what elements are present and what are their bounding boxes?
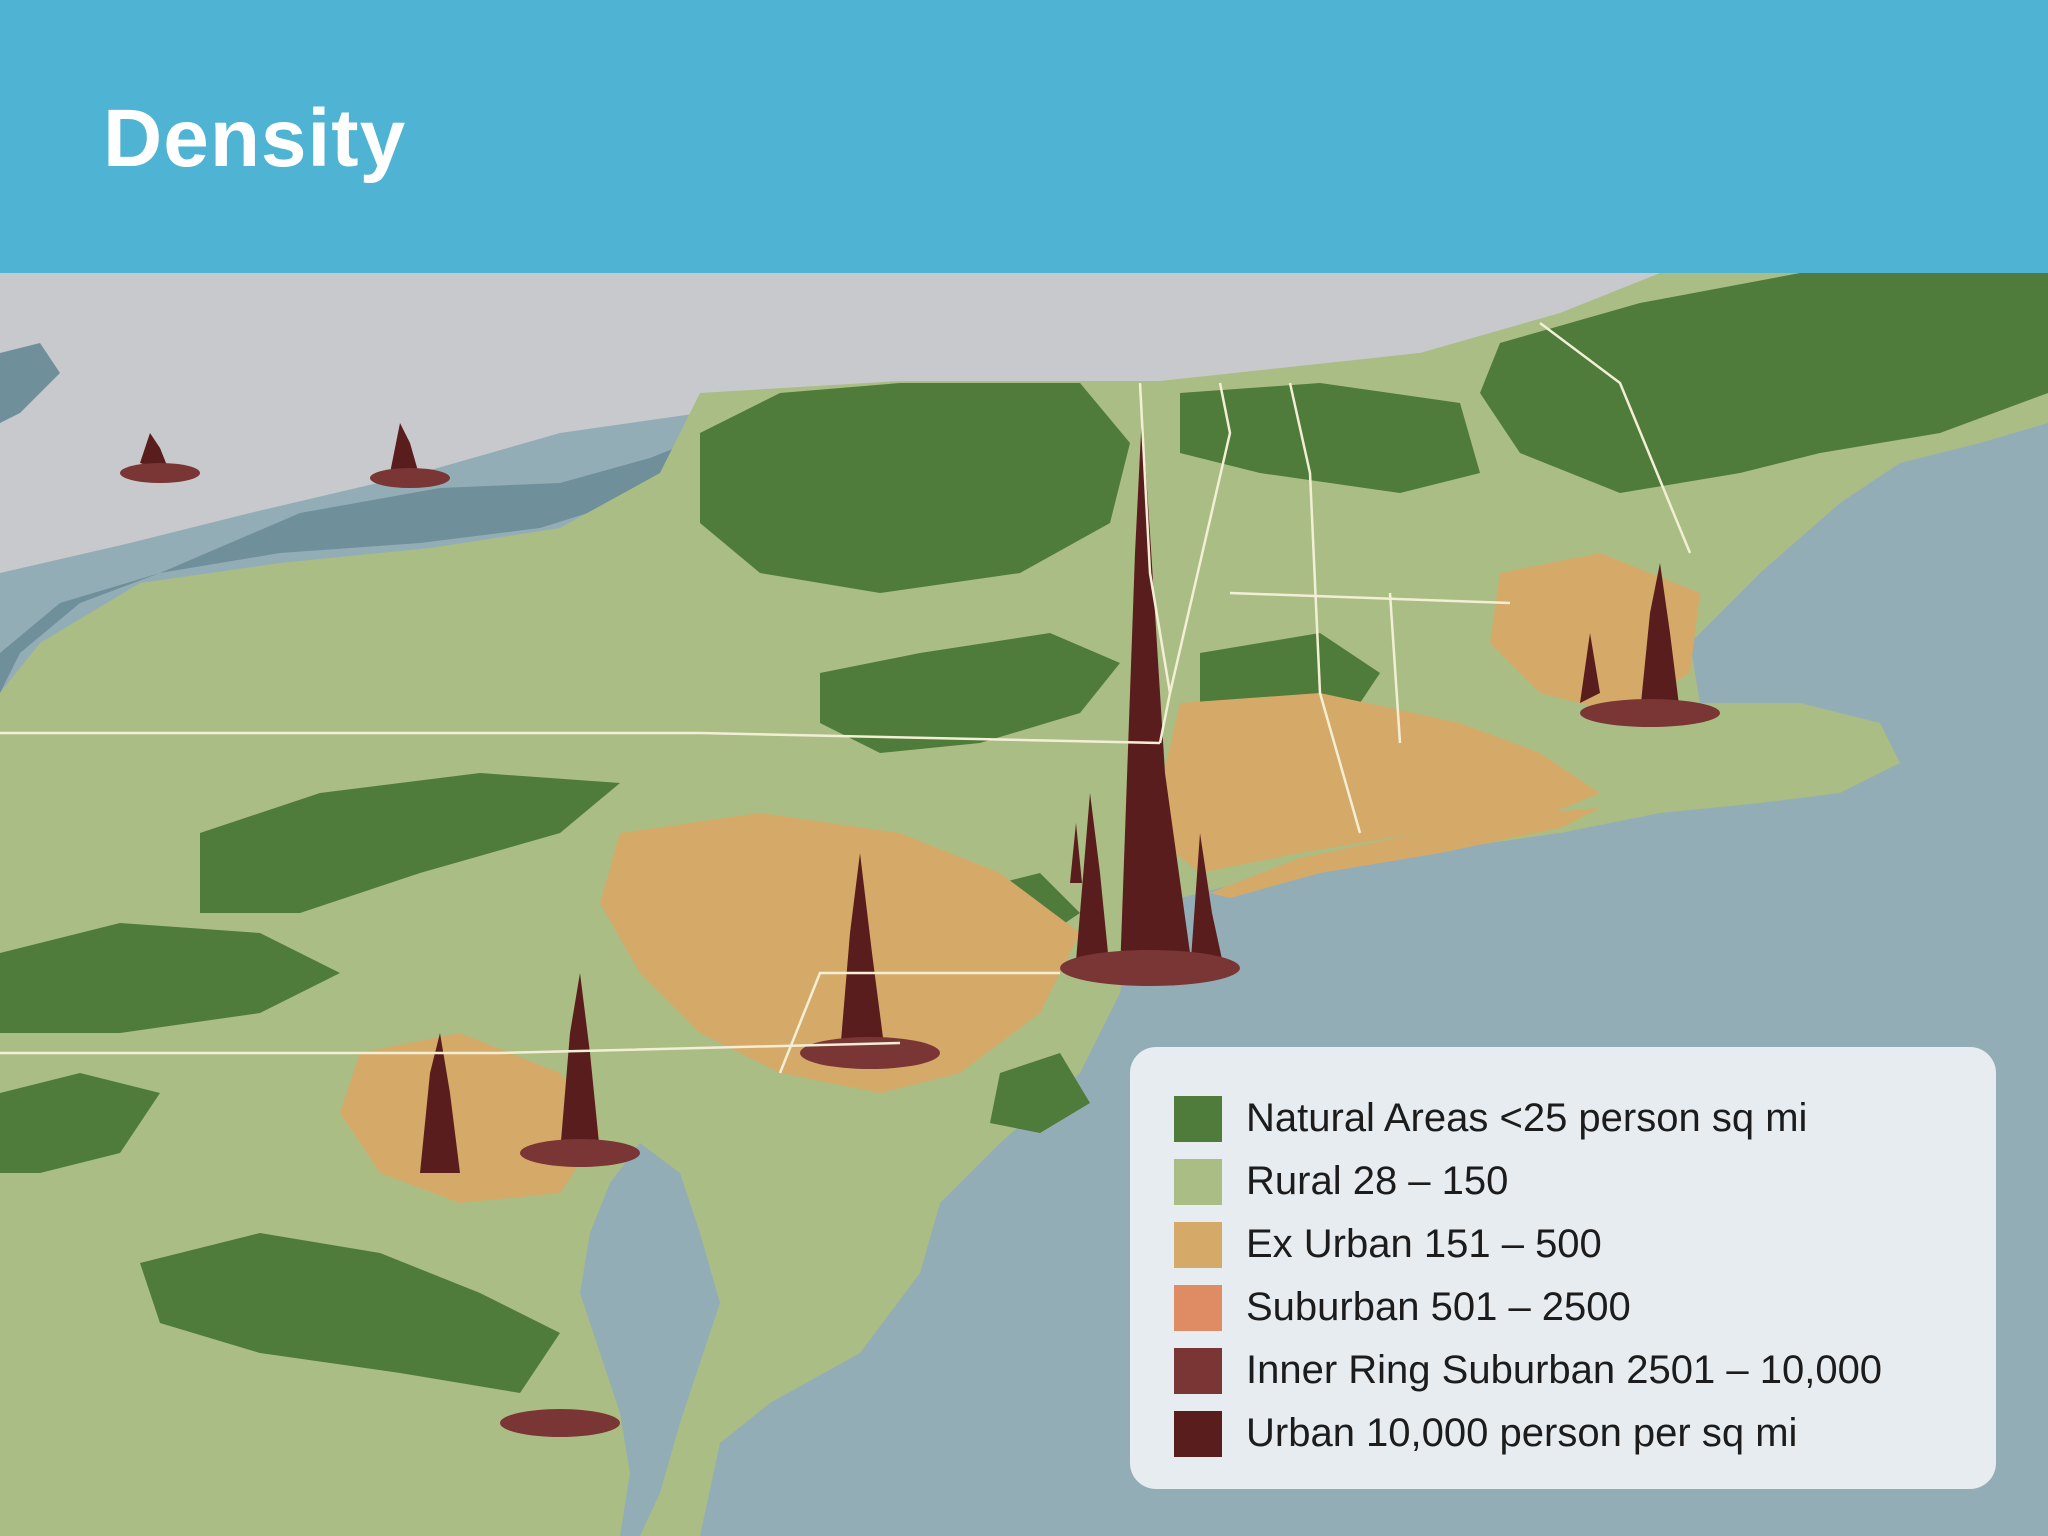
- suburban-clusters: [120, 463, 1720, 1437]
- legend-item-suburban: Suburban 501 – 2500: [1174, 1276, 1996, 1339]
- legend-label: Rural 28 – 150: [1246, 1159, 1509, 1203]
- density-map: [0, 273, 2048, 1536]
- state-boundaries: [0, 322, 1692, 1074]
- legend-label: Inner Ring Suburban 2501 – 10,000: [1246, 1348, 1883, 1392]
- lake-west: [0, 343, 60, 423]
- legend-swatch: [1174, 1347, 1222, 1394]
- canada-land: [0, 273, 1660, 573]
- header-banner: Density: [0, 0, 2048, 273]
- legend-item-ex-urban: Ex Urban 151 – 500: [1174, 1213, 1996, 1276]
- legend-swatch: [1174, 1284, 1222, 1331]
- lake: [0, 438, 700, 693]
- legend-swatch: [1174, 1095, 1222, 1142]
- urban-spikes: [140, 413, 1680, 1173]
- legend-label: Natural Areas <25 person sq mi: [1246, 1096, 1808, 1140]
- page-title: Density: [103, 93, 407, 184]
- legend-label: Ex Urban 151 – 500: [1246, 1222, 1602, 1266]
- long-island: [1210, 808, 1600, 898]
- legend-swatch: [1174, 1221, 1222, 1268]
- legend-swatch: [1174, 1410, 1222, 1457]
- legend-item-rural: Rural 28 – 150: [1174, 1150, 1996, 1213]
- legend-label: Suburban 501 – 2500: [1246, 1285, 1631, 1329]
- legend-item-inner-ring-suburban: Inner Ring Suburban 2501 – 10,000: [1174, 1339, 1996, 1402]
- map-legend: Natural Areas <25 person sq mi Rural 28 …: [1130, 1047, 1996, 1489]
- legend-item-natural-areas: Natural Areas <25 person sq mi: [1174, 1087, 1996, 1150]
- chesapeake-bay: [580, 1143, 720, 1536]
- legend-label: Urban 10,000 person per sq mi: [1246, 1411, 1798, 1455]
- map-graphic: [0, 273, 2048, 1536]
- legend-item-urban: Urban 10,000 person per sq mi: [1174, 1402, 1996, 1465]
- legend-swatch: [1174, 1158, 1222, 1205]
